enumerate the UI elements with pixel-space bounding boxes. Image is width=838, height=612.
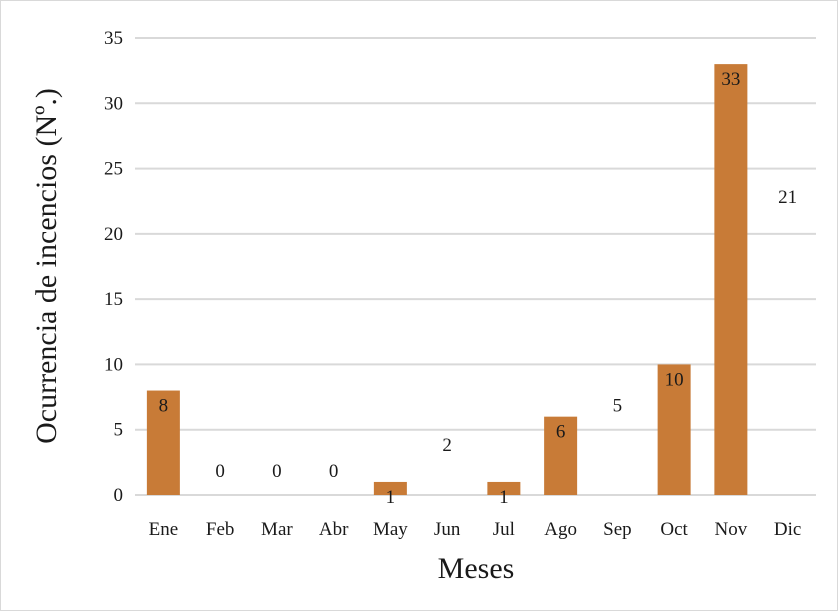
data-label: 10 xyxy=(665,369,684,390)
y-axis-ticks: 0 5 10 15 20 25 30 35 xyxy=(104,28,123,506)
y-tick-label: 20 xyxy=(104,224,123,245)
x-tick-label: Dic xyxy=(774,519,801,540)
x-tick-label: Sep xyxy=(603,519,632,540)
x-axis-title: Meses xyxy=(438,552,515,585)
y-tick-label: 25 xyxy=(104,159,123,180)
x-tick-label: May xyxy=(373,519,408,540)
gridlines xyxy=(135,37,816,496)
y-tick-label: 30 xyxy=(104,93,123,114)
x-tick-label: Abr xyxy=(319,519,349,540)
bars xyxy=(146,64,748,495)
x-tick-label: Nov xyxy=(715,519,748,540)
data-label: 33 xyxy=(721,69,740,90)
x-tick-label: Jul xyxy=(493,519,515,540)
bar-oct xyxy=(657,364,691,495)
data-label: 0 xyxy=(329,461,339,482)
y-tick-label: 15 xyxy=(104,289,123,310)
x-tick-label: Feb xyxy=(206,519,235,540)
x-axis-categories: Ene Feb Mar Abr May Jun Jul Ago Sep Oct Nov Dic xyxy=(149,519,802,540)
data-label: 2 xyxy=(442,435,452,456)
y-tick-label: 35 xyxy=(104,28,123,49)
data-label: 0 xyxy=(272,461,282,482)
y-tick-label: 5 xyxy=(114,420,124,441)
data-label: 21 xyxy=(778,187,797,208)
bar-jul xyxy=(487,481,521,495)
data-label: 1 xyxy=(499,487,509,508)
data-label: 8 xyxy=(159,396,169,417)
bar-may xyxy=(373,481,407,495)
bar-ene xyxy=(146,390,180,495)
x-tick-label: Oct xyxy=(660,519,688,540)
y-tick-label: 10 xyxy=(104,354,123,375)
x-tick-label: Mar xyxy=(261,519,293,540)
data-label: 1 xyxy=(386,487,396,508)
data-label: 6 xyxy=(556,422,566,443)
y-axis-title: Ocurrencia de incencios (Nº.) xyxy=(30,88,63,444)
data-label: 0 xyxy=(215,461,225,482)
data-label: 5 xyxy=(613,396,623,417)
bar-ago xyxy=(544,416,578,495)
y-tick-label: 0 xyxy=(114,485,124,506)
x-tick-label: Ago xyxy=(544,519,577,540)
x-tick-label: Ene xyxy=(149,519,179,540)
x-tick-label: Jun xyxy=(434,519,461,540)
bar-nov xyxy=(714,64,748,495)
